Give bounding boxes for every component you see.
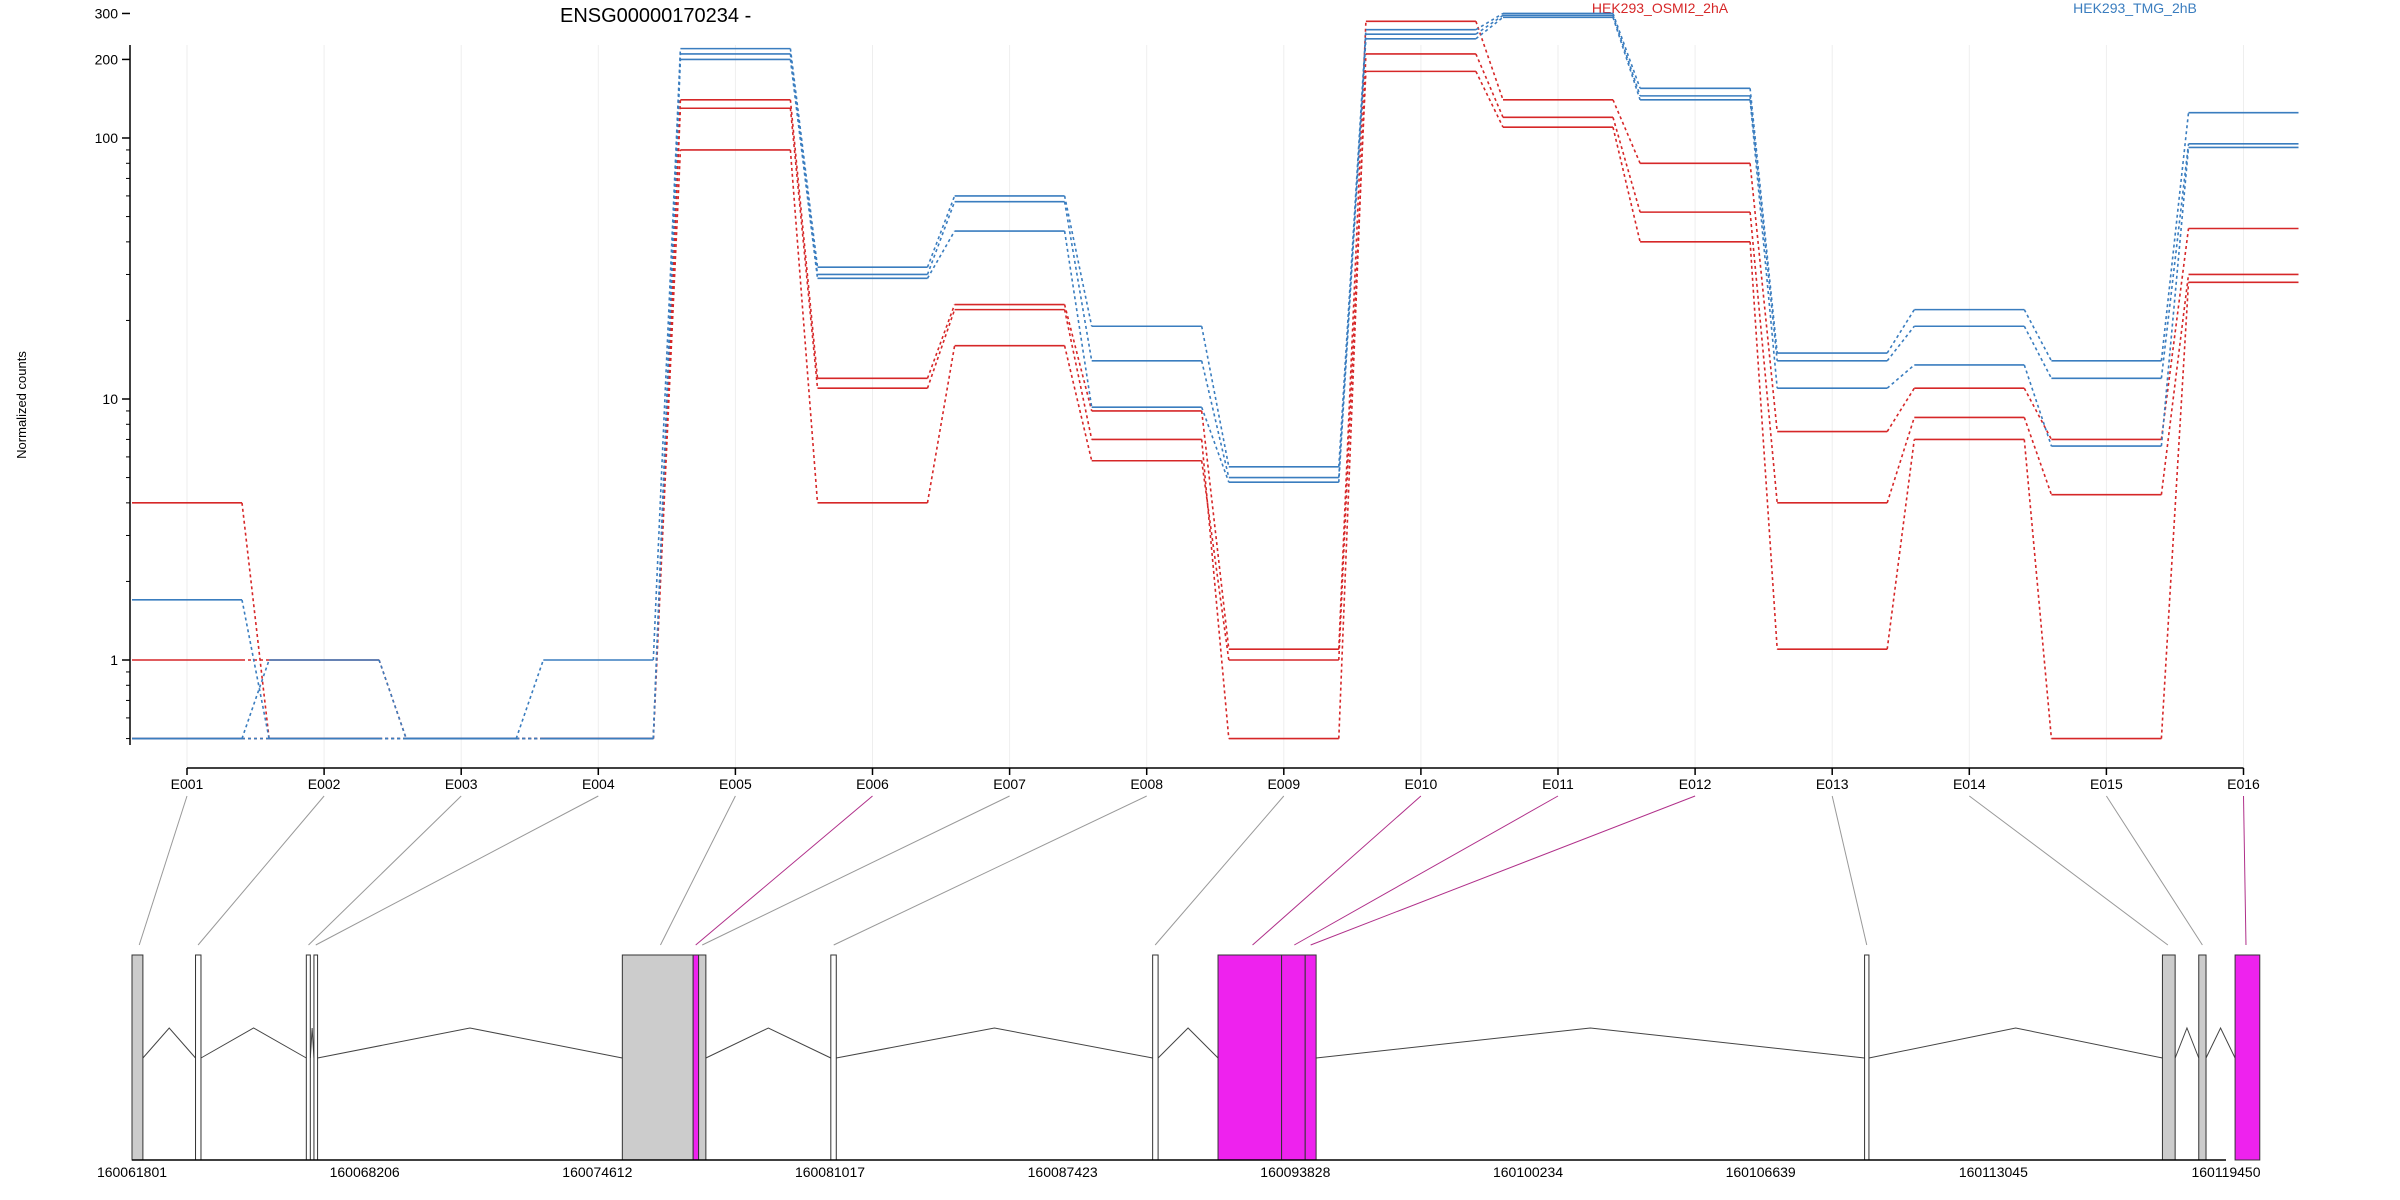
bin-link-e005 [660, 795, 736, 946]
series-connector [242, 71, 2190, 740]
genomic-tick-label: 160113045 [1959, 1164, 2028, 1180]
x-tick-label-e011: E011 [1542, 776, 1574, 792]
bin-link-e011 [1294, 795, 1559, 946]
series-6 [132, 16, 2299, 740]
x-tick-label-e013: E013 [1816, 776, 1849, 792]
exon-5 [621, 954, 694, 1161]
intron-lines [142, 1026, 2236, 1059]
genomic-tick-label: 160119450 [2191, 1164, 2260, 1180]
genomic-coordinate-axis: 160061801 160068206 160074612 160081017 1600… [97, 1159, 2261, 1180]
series-1 [132, 20, 2299, 740]
series-lines [132, 12, 2299, 740]
y-axis-label: Normalized counts [14, 351, 29, 459]
bin-link-e014 [1968, 795, 2169, 946]
genomic-tick-label: 160093828 [1260, 1164, 1330, 1180]
genomic-tick-label: 160106639 [1726, 1164, 1796, 1180]
exon-6 [692, 954, 700, 1161]
genomic-tick-label: 160087423 [1028, 1164, 1098, 1180]
exon-9 [1152, 954, 1159, 1161]
exon-4 [313, 954, 319, 1161]
bin-to-exon-links [138, 795, 2247, 946]
legend-label-tmg: HEK293_TMG_2hB [2073, 0, 2197, 16]
x-tick-label-e015: E015 [2090, 776, 2123, 792]
bin-link-e007 [702, 795, 1010, 946]
series-3 [132, 70, 2299, 740]
x-tick-label-e001: E001 [171, 776, 204, 792]
y-axis: 1 10 100 200 300 [95, 5, 131, 745]
bin-link-e006 [695, 795, 873, 946]
x-tick-label-e007: E007 [993, 776, 1026, 792]
bin-link-e013 [1831, 795, 1868, 946]
x-tick-label-e009: E009 [1267, 776, 1300, 792]
exon-10 [1217, 954, 1283, 1161]
x-tick-label-e014: E014 [1953, 776, 1986, 792]
exon-2 [195, 954, 202, 1161]
y-tick-label: 1 [110, 652, 118, 668]
genomic-tick-label: 160061801 [97, 1164, 167, 1180]
bin-link-e004 [315, 795, 599, 946]
y-tick-label: 100 [95, 130, 119, 146]
series-2 [132, 53, 2299, 740]
y-tick-label: 200 [95, 51, 119, 67]
x-tick-label-e012: E012 [1679, 776, 1712, 792]
legend-label-osmi2: HEK293_OSMI2_2hA [1592, 0, 1729, 16]
series-4 [132, 12, 2299, 740]
x-tick-label-e004: E004 [582, 776, 615, 792]
series-connector [241, 14, 2190, 740]
x-tick-label-e010: E010 [1405, 776, 1438, 792]
bin-link-e002 [197, 795, 325, 946]
x-tick-label-e006: E006 [856, 776, 889, 792]
exon-13 [1864, 954, 1870, 1161]
bin-link-e015 [2105, 795, 2203, 946]
exon-12 [1304, 954, 1317, 1161]
chart-title: ENSG00000170234 - [560, 5, 751, 27]
bin-link-e012 [1310, 795, 1696, 946]
bin-link-e001 [138, 795, 188, 946]
series-5 [132, 14, 2299, 740]
bin-link-e016 [2243, 795, 2247, 946]
exon-14 [2161, 954, 2176, 1161]
gene-model-track [131, 954, 2261, 1161]
exon-15 [2198, 954, 2207, 1161]
genomic-tick-label: 160074612 [562, 1164, 632, 1180]
genomic-tick-label: 160100234 [1493, 1164, 1563, 1180]
bin-link-e010 [1252, 795, 1422, 946]
x-tick-label-e002: E002 [308, 776, 341, 792]
x-tick-label-e008: E008 [1130, 776, 1163, 792]
y-tick-label: 300 [95, 5, 119, 21]
genomic-tick-label: 160081017 [795, 1164, 865, 1180]
exon-16 [2234, 954, 2261, 1161]
y-tick-label: 10 [102, 391, 118, 407]
exon-11 [1281, 954, 1306, 1161]
x-axis-exon-bins: E001 E002 E003 E004 E005 E006 E007 E008 E009 E010… [171, 767, 2260, 792]
bin-link-e008 [833, 795, 1147, 946]
x-tick-label-e005: E005 [719, 776, 752, 792]
exon-8 [830, 954, 837, 1161]
exon-7 [698, 954, 707, 1161]
exon-1 [131, 954, 144, 1161]
series-connector [241, 12, 2190, 740]
exon-3 [305, 954, 311, 1161]
bin-link-e003 [308, 795, 462, 946]
series-connector [242, 16, 2190, 740]
vertical-grid-lines [186, 45, 2244, 768]
x-tick-label-e003: E003 [445, 776, 478, 792]
bin-link-e009 [1154, 795, 1285, 946]
x-tick-label-e016: E016 [2227, 776, 2260, 792]
series-connector [242, 53, 2190, 740]
genomic-tick-label: 160068206 [330, 1164, 400, 1180]
